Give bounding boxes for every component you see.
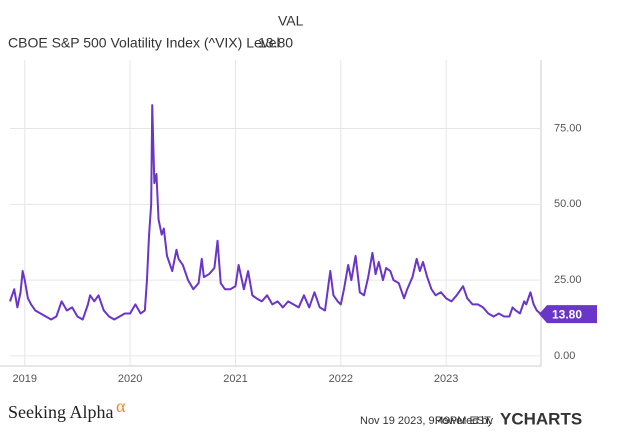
x-tick-label: 2023 <box>434 373 458 385</box>
provider: YCHARTS <box>500 409 582 428</box>
brand-mark: α <box>116 396 126 416</box>
timestamp: Nov 19 2023, 9:49PM EST. <box>360 415 493 427</box>
powered-by: Powered by <box>435 415 494 427</box>
current-value-label: 13.80 <box>552 307 582 321</box>
y-tick-label: 25.00 <box>554 274 582 286</box>
y-tick-label: 75.00 <box>554 122 582 134</box>
series-label: CBOE S&P 500 Volatility Index (^VIX) Lev… <box>8 35 280 51</box>
y-tick-label: 50.00 <box>554 198 582 210</box>
series-line <box>9 104 542 321</box>
series-current-value: 13.80 <box>258 35 293 51</box>
current-value-tag <box>539 305 597 324</box>
brand: Seeking Alpha <box>8 402 114 422</box>
value-column-header: VAL <box>278 13 304 29</box>
x-tick-label: 2019 <box>13 373 37 385</box>
x-tick-label: 2022 <box>329 373 353 385</box>
x-tick-label: 2021 <box>223 373 247 385</box>
x-tick-label: 2020 <box>118 373 142 385</box>
y-tick-label: 0.00 <box>554 350 575 362</box>
